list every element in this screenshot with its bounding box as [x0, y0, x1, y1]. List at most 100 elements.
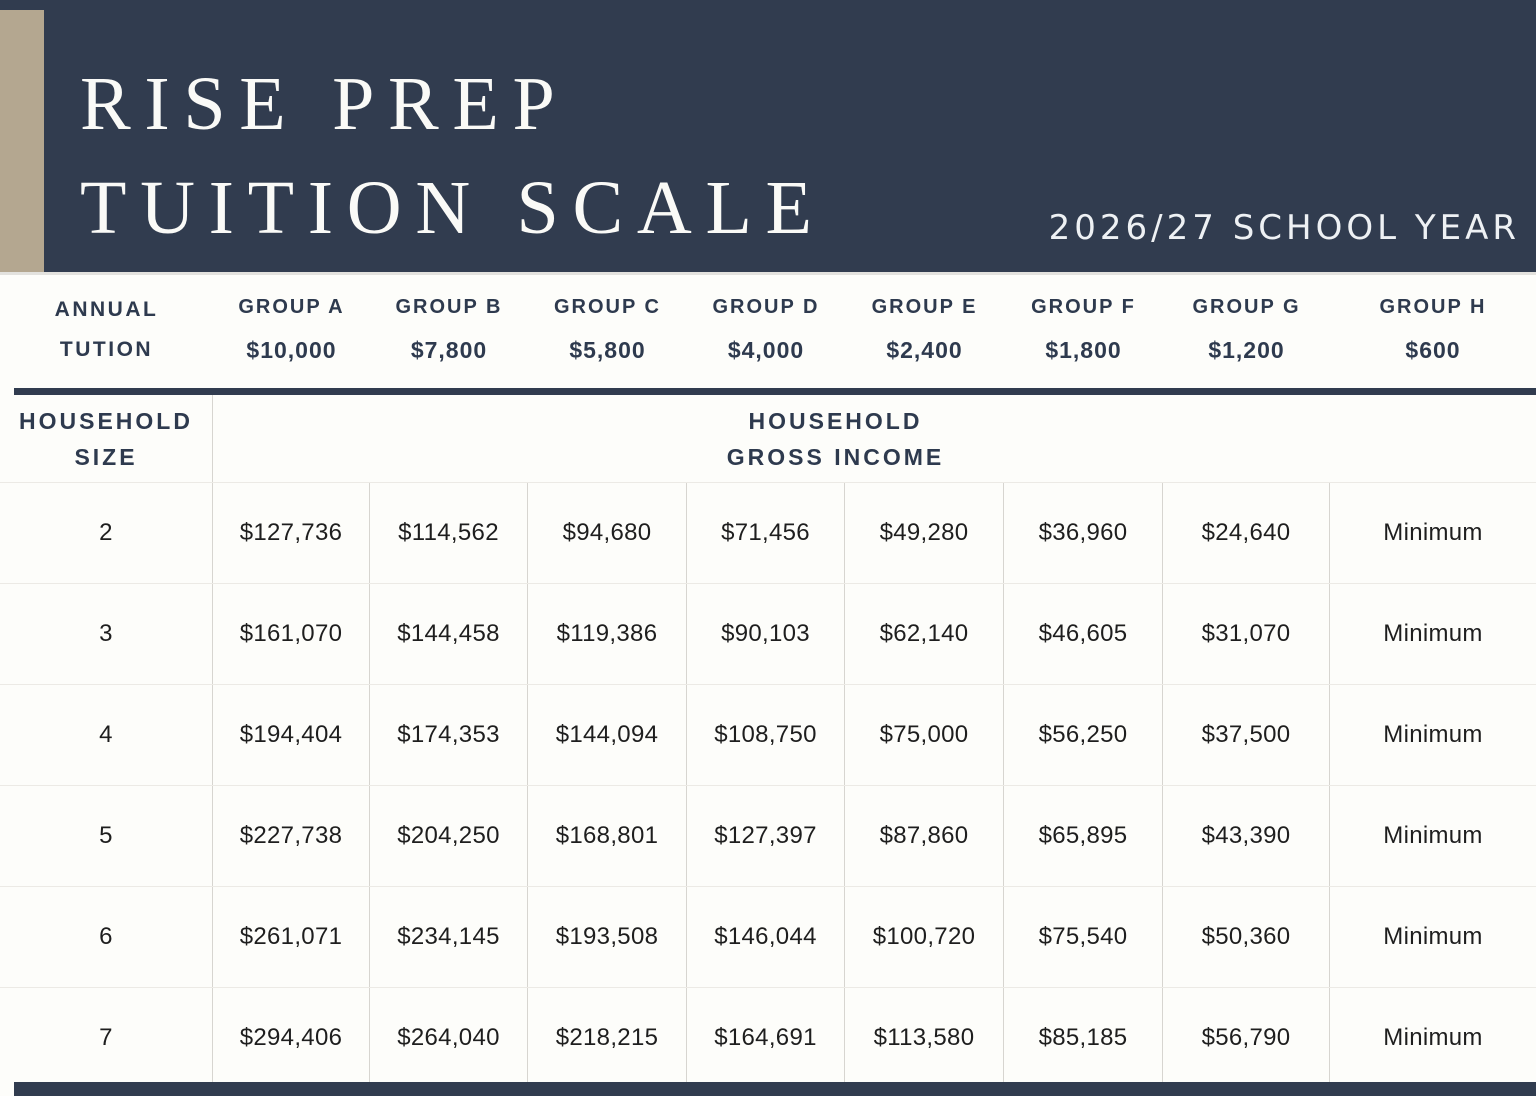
group-name: GROUP C: [554, 296, 661, 318]
group-header: GROUP D $4,000: [687, 272, 845, 388]
table-row: 2 $127,736 $114,562 $94,680 $71,456 $49,…: [0, 483, 1536, 584]
gross-income-header-line1: HOUSEHOLD: [748, 407, 923, 434]
group-header: GROUP H $600: [1330, 272, 1536, 388]
household-size-cell: 6: [0, 887, 213, 987]
household-size-header-line1: HOUSEHOLD: [19, 407, 193, 434]
group-tuition: $5,800: [569, 337, 646, 363]
group-name: GROUP G: [1192, 296, 1301, 318]
banner: RISE PREP TUITION SCALE 2026/27 SCHOOL Y…: [0, 0, 1536, 275]
income-cell: $56,790: [1163, 988, 1330, 1088]
income-cell: $146,044: [687, 887, 845, 987]
income-cell: $24,640: [1163, 483, 1330, 583]
income-cell: $194,404: [213, 685, 370, 785]
income-cell: $50,360: [1163, 887, 1330, 987]
household-size-header-line2: SIZE: [74, 443, 138, 470]
group-header: GROUP C $5,800: [528, 272, 687, 388]
group-header: GROUP E $2,400: [845, 272, 1004, 388]
income-cell: $94,680: [528, 483, 687, 583]
income-cell: $65,895: [1004, 786, 1163, 886]
group-header: GROUP A $10,000: [213, 272, 370, 388]
income-cell: $161,070: [213, 584, 370, 684]
income-cell: $164,691: [687, 988, 845, 1088]
table-row: 4 $194,404 $174,353 $144,094 $108,750 $7…: [0, 685, 1536, 786]
group-tuition: $7,800: [410, 337, 488, 363]
income-cell: $85,185: [1004, 988, 1163, 1088]
household-size-cell: 3: [0, 584, 213, 684]
group-tuition: $4,000: [727, 337, 805, 363]
tuition-table-body: 2 $127,736 $114,562 $94,680 $71,456 $49,…: [0, 483, 1536, 1088]
table-row: 6 $261,071 $234,145 $193,508 $146,044 $1…: [0, 887, 1536, 988]
group-tuition: $1,200: [1208, 337, 1285, 363]
income-cell: $108,750: [687, 685, 845, 785]
income-cell: $193,508: [528, 887, 687, 987]
income-cell: $75,540: [1004, 887, 1163, 987]
income-cell: Minimum: [1383, 923, 1483, 950]
group-tuition: $2,400: [886, 337, 963, 363]
income-cell: $113,580: [845, 988, 1004, 1088]
group-name: GROUP A: [238, 296, 345, 318]
income-cell: $119,386: [528, 584, 687, 684]
household-size-cell: 4: [0, 685, 213, 785]
income-cell: $100,720: [845, 887, 1004, 987]
income-cell: Minimum: [1383, 822, 1483, 849]
income-cell: $87,860: [845, 786, 1004, 886]
income-cell: $37,500: [1163, 685, 1330, 785]
income-cell: Minimum: [1383, 620, 1483, 647]
income-cell: $46,605: [1004, 584, 1163, 684]
page-title-line1: RISE PREP: [80, 62, 569, 146]
table-row: 3 $161,070 $144,458 $119,386 $90,103 $62…: [0, 584, 1536, 685]
income-cell: $90,103: [687, 584, 845, 684]
income-cell: $174,353: [370, 685, 528, 785]
income-cell: $144,094: [528, 685, 687, 785]
income-cell: $71,456: [687, 483, 845, 583]
income-cell: $49,280: [845, 483, 1004, 583]
income-cell: $36,960: [1004, 483, 1163, 583]
gross-income-header: HOUSEHOLD GROSS INCOME: [213, 395, 1536, 482]
annual-tuition-label-line2: TUTION: [59, 338, 154, 361]
group-tuition: $1,800: [1045, 337, 1122, 363]
income-cell: $227,738: [213, 786, 370, 886]
income-cell: Minimum: [1383, 721, 1483, 748]
income-cell: $31,070: [1163, 584, 1330, 684]
group-name: GROUP B: [395, 296, 503, 318]
group-header: GROUP B $7,800: [370, 272, 528, 388]
table-row: 7 $294,406 $264,040 $218,215 $164,691 $1…: [0, 988, 1536, 1088]
school-year-label: 2026/27 SCHOOL YEAR: [1048, 208, 1520, 248]
income-cell: $62,140: [845, 584, 1004, 684]
income-cell: $127,397: [687, 786, 845, 886]
annual-tuition-label-line1: ANNUAL: [54, 298, 159, 321]
income-cell: $114,562: [370, 483, 528, 583]
group-tuition: $600: [1405, 337, 1461, 363]
page-title: RISE PREP TUITION SCALE: [80, 52, 826, 260]
group-tuition: $10,000: [246, 337, 337, 363]
gross-income-header-line2: GROSS INCOME: [726, 443, 945, 470]
group-name: GROUP F: [1031, 296, 1136, 318]
income-cell: $127,736: [213, 483, 370, 583]
divider-rule: [14, 388, 1536, 395]
income-cell: $144,458: [370, 584, 528, 684]
bottom-bar: [14, 1082, 1536, 1096]
group-header: GROUP G $1,200: [1163, 272, 1330, 388]
household-size-cell: 7: [0, 988, 213, 1088]
page-title-line2: TUITION SCALE: [80, 166, 826, 250]
income-cell: $218,215: [528, 988, 687, 1088]
income-cell: $168,801: [528, 786, 687, 886]
accent-stripe: [0, 10, 44, 272]
subheader-row: HOUSEHOLD SIZE HOUSEHOLD GROSS INCOME: [0, 395, 1536, 483]
income-cell: $204,250: [370, 786, 528, 886]
income-cell: $261,071: [213, 887, 370, 987]
annual-tuition-label: ANNUAL TUTION: [55, 290, 159, 370]
table-row: 5 $227,738 $204,250 $168,801 $127,397 $8…: [0, 786, 1536, 887]
household-size-header: HOUSEHOLD SIZE: [0, 395, 213, 482]
group-name: GROUP E: [871, 296, 978, 318]
group-name: GROUP H: [1379, 296, 1487, 318]
income-cell: $75,000: [845, 685, 1004, 785]
income-cell: $264,040: [370, 988, 528, 1088]
group-header: GROUP F $1,800: [1004, 272, 1163, 388]
household-size-cell: 2: [0, 483, 213, 583]
tuition-header-row: ANNUAL TUTION GROUP A $10,000 GROUP B $7…: [0, 272, 1536, 388]
annual-tuition-header: ANNUAL TUTION: [0, 272, 213, 388]
income-cell: $56,250: [1004, 685, 1163, 785]
income-cell: Minimum: [1383, 519, 1483, 546]
